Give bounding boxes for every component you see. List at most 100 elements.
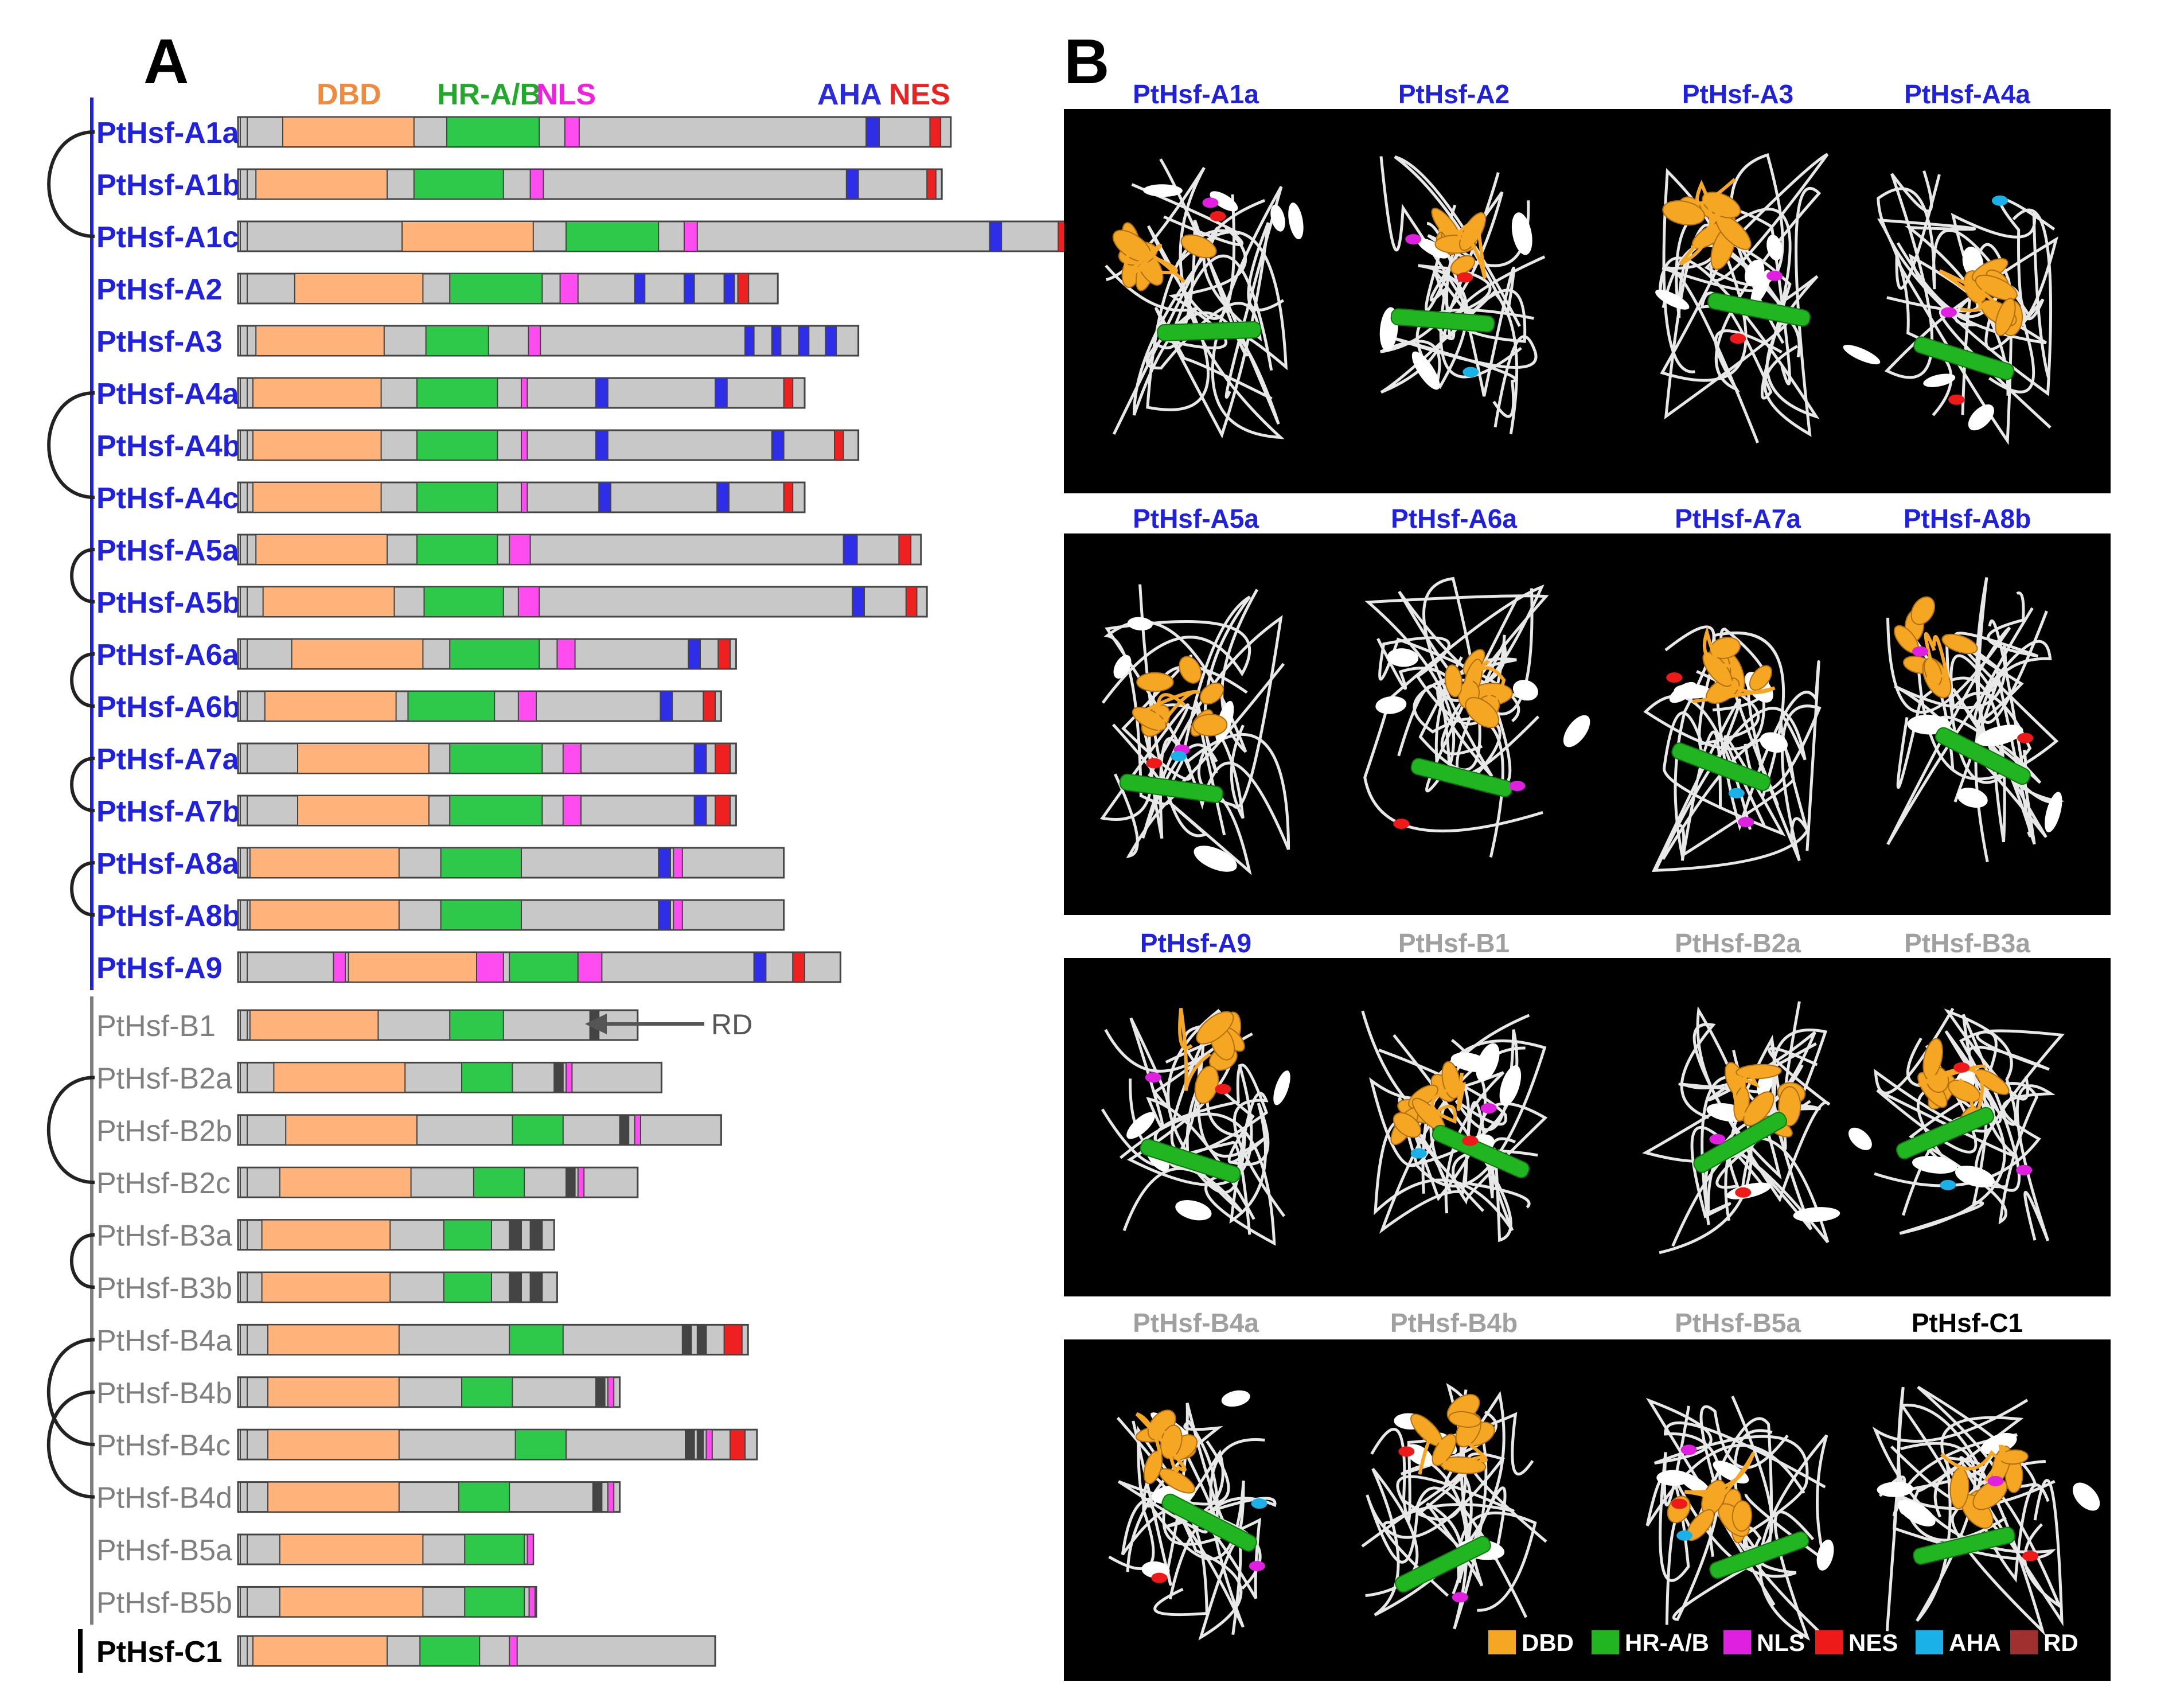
dbd-domain [294, 273, 424, 304]
nes-motif [783, 482, 794, 513]
dbd-helix [1465, 697, 1499, 729]
panel-a-label: A [143, 26, 189, 97]
helix-white [1793, 1207, 1840, 1222]
pair-arc [70, 861, 95, 917]
structure-title: PtHsf-A4a [1904, 79, 2030, 109]
protein-structure [1843, 170, 2058, 445]
structure-title: PtHsf-B4b [1390, 1308, 1518, 1338]
hr-helix [1707, 292, 1811, 327]
dbd-domain [282, 116, 415, 147]
dbd-coil [1461, 659, 1506, 702]
coil-segment [1418, 577, 1526, 777]
nls-region [1509, 781, 1526, 792]
rd-motif [592, 1481, 603, 1513]
protein-structure [1105, 158, 1304, 439]
protein-row: PtHsf-A7b [96, 794, 737, 828]
dbd-helix [1136, 672, 1174, 692]
structure-panel-background [1064, 958, 2111, 1296]
dbd-domain [297, 743, 430, 774]
nls-motif [673, 847, 683, 878]
coil-segment [1714, 186, 1822, 437]
coil-segment [1369, 1047, 1505, 1214]
protein-structure [1643, 625, 1822, 873]
nes-region [2017, 733, 2034, 743]
dbd-coil [1135, 1412, 1187, 1473]
hr-domain [461, 1062, 513, 1093]
legend-item-nls: NLS [1723, 1629, 1805, 1656]
structure-title: PtHsf-A6a [1391, 504, 1517, 533]
protein-structure [1363, 577, 1590, 858]
n-terminus-cap [240, 534, 248, 565]
hr-domain [461, 1376, 513, 1408]
dbd-helix [1710, 637, 1741, 659]
dbd-domain [273, 1062, 406, 1093]
protein-name: PtHsf-A5b [96, 586, 240, 620]
helix-white [1417, 238, 1449, 259]
helix-white [1745, 259, 1765, 286]
nls-region [1912, 646, 1929, 657]
nes-motif [730, 1429, 746, 1460]
hr-domain [449, 743, 543, 774]
protein-name: PtHsf-B2a [96, 1062, 232, 1095]
protein-name: PtHsf-A7b [96, 795, 240, 828]
dbd-coil [1730, 1073, 1765, 1117]
helix-white [1127, 617, 1153, 631]
dbd-helix [1941, 633, 1978, 655]
aha-region [1251, 1498, 1268, 1509]
rd-arrow-head [585, 1014, 607, 1034]
pair-arc [47, 130, 95, 238]
protein-name: PtHsf-B2c [96, 1167, 231, 1200]
protein-row: PtHsf-B4b [96, 1376, 621, 1410]
nls-motif [521, 482, 528, 513]
dbd-domain [252, 1635, 388, 1666]
structure-title: PtHsf-A5a [1133, 504, 1259, 533]
dbd-helix [1731, 1500, 1753, 1532]
n-terminus-cap [240, 1429, 248, 1460]
aha-region [1462, 367, 1479, 377]
protein-name: PtHsf-A4c [96, 482, 239, 515]
protein-row: PtHsf-A3 [96, 325, 860, 359]
protein-row: PtHsf-A5a [96, 533, 922, 567]
aha-motif [843, 534, 858, 565]
legend-text: AHA [1949, 1629, 2001, 1656]
helix-white [1126, 1112, 1155, 1139]
hr-domain [514, 1429, 567, 1460]
nes-region [1398, 1446, 1415, 1457]
aha-region [1171, 751, 1187, 762]
nls-region [1709, 1134, 1726, 1144]
panel-b-legend: DBD HR-A/B NLS NES AHA RD [1488, 1629, 2078, 1656]
dbd-domain [279, 1167, 412, 1198]
hr-helix [1913, 1526, 2015, 1565]
legend-text: HR-A/B [1625, 1629, 1709, 1656]
legend-swatch [2010, 1630, 2038, 1654]
nls-motif [528, 1586, 536, 1618]
rd-motif [696, 1324, 707, 1356]
n-terminus-cap [240, 1635, 248, 1666]
dbd-domain [267, 1481, 400, 1513]
structure-row: PtHsf-A5a PtHsf-A6a PtHsf-A7a PtHsf-A8b [1064, 504, 2111, 915]
structure-title: PtHsf-B2a [1675, 928, 1801, 958]
helix-white [1175, 1200, 1212, 1221]
rd-motif [685, 1429, 695, 1460]
helix-white [1476, 1043, 1500, 1082]
protein-name: PtHsf-B1 [96, 1010, 216, 1043]
aha-motif [658, 899, 671, 930]
nes-region [1735, 1187, 1752, 1198]
aha-motif [715, 377, 728, 408]
nes-region [1730, 333, 1746, 344]
coil-segment [1713, 631, 1820, 851]
protein-name: PtHsf-A1b [96, 169, 240, 202]
hr-domain [509, 1324, 564, 1356]
protein-row: PtHsf-B2b [96, 1114, 722, 1148]
protein-name: PtHsf-B5a [96, 1534, 232, 1567]
protein-name: PtHsf-A6b [96, 691, 240, 724]
helix-white [1679, 1473, 1711, 1495]
protein-row: PtHsf-A2 [96, 272, 779, 306]
nes-motif [717, 638, 731, 669]
dbd-domain [279, 1586, 424, 1618]
nls-region [1405, 234, 1422, 245]
structure-title: PtHsf-A7a [1675, 504, 1801, 533]
aha-motif [683, 273, 695, 304]
